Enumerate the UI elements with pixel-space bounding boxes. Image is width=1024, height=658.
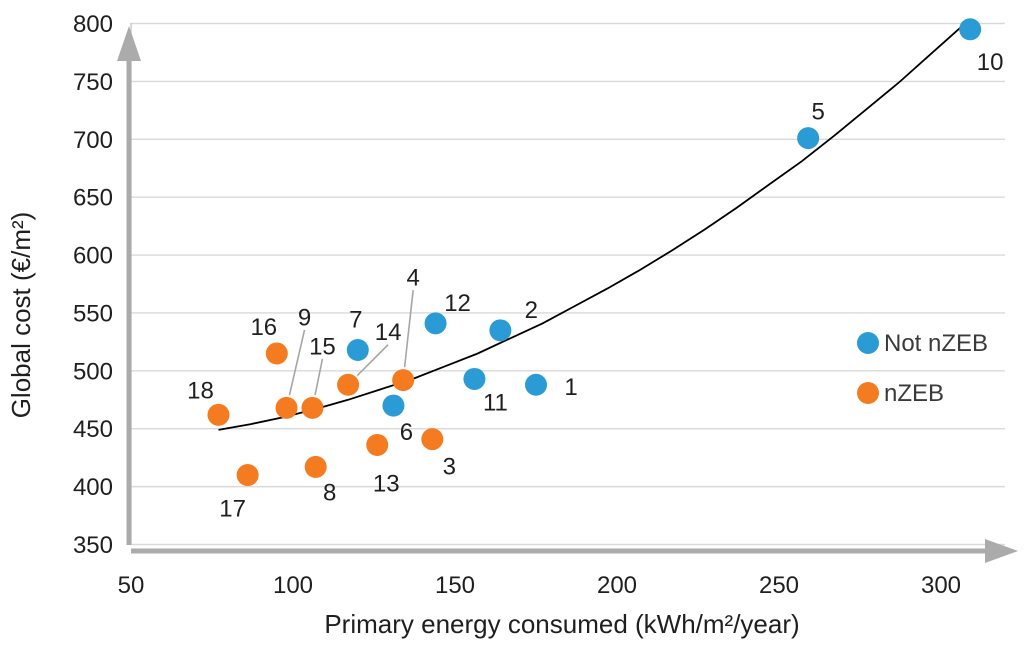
- point-10: [959, 18, 982, 41]
- point-label-2: 2: [525, 297, 538, 324]
- x-tick-250: 250: [759, 572, 799, 599]
- y-tick-350: 350: [73, 532, 113, 559]
- x-axis-tick-labels: 50 100 150 200 250 300: [118, 572, 961, 599]
- y-tick-400: 400: [73, 474, 113, 501]
- point-6: [382, 394, 405, 417]
- y-tick-800: 800: [73, 11, 113, 38]
- point-label-9: 9: [298, 304, 311, 331]
- point-label-12: 12: [444, 290, 471, 317]
- leader-line-4: [403, 290, 414, 368]
- y-axis-title: Global cost (€/m²): [6, 212, 36, 419]
- point-label-17: 17: [219, 496, 246, 523]
- y-axis-tick-labels: 350 400 450 500 550 600 650 700 750 800: [73, 11, 113, 559]
- y-axis-arrow: [117, 26, 141, 545]
- y-tick-500: 500: [73, 358, 113, 385]
- x-tick-200: 200: [597, 572, 637, 599]
- point-label-16: 16: [250, 314, 277, 341]
- point-15: [301, 396, 324, 419]
- legend-marker-nzeb: [857, 382, 879, 404]
- point-label-14: 14: [375, 319, 402, 346]
- point-12: [424, 312, 447, 335]
- point-2: [489, 319, 512, 342]
- point-3: [421, 428, 444, 451]
- x-tick-100: 100: [273, 572, 313, 599]
- point-4: [392, 369, 415, 392]
- leader-line-9: [288, 329, 306, 396]
- x-axis-arrow: [131, 539, 1018, 563]
- point-14: [337, 373, 360, 396]
- y-tick-750: 750: [73, 69, 113, 96]
- point-label-18: 18: [187, 377, 214, 404]
- leader-line-14: [356, 344, 389, 377]
- legend-marker-not-nzeb: [857, 332, 879, 354]
- y-tick-700: 700: [73, 127, 113, 154]
- y-tick-650: 650: [73, 185, 113, 212]
- point-8: [304, 455, 327, 478]
- gridlines: [131, 22, 1005, 546]
- point-5: [797, 127, 820, 150]
- y-tick-550: 550: [73, 300, 113, 327]
- legend-label-not-nzeb: Not nZEB: [884, 330, 988, 357]
- point-label-10: 10: [977, 49, 1004, 76]
- point-1: [525, 373, 547, 396]
- point-11: [463, 367, 486, 390]
- x-tick-150: 150: [435, 572, 475, 599]
- label-leader-lines: [288, 290, 414, 396]
- point-18: [207, 403, 230, 426]
- point-label-15: 15: [309, 333, 336, 360]
- point-7: [346, 338, 369, 361]
- legend-label-nzeb: nZEB: [884, 380, 944, 407]
- point-label-5: 5: [811, 99, 824, 126]
- point-13: [366, 433, 389, 456]
- trendline: [218, 24, 965, 431]
- y-tick-600: 600: [73, 243, 113, 270]
- point-17: [236, 464, 259, 487]
- x-tick-50: 50: [118, 572, 145, 599]
- point-label-6: 6: [400, 419, 413, 446]
- legend: Not nZEB nZEB: [857, 330, 988, 407]
- point-9: [275, 396, 298, 419]
- point-16: [265, 342, 288, 365]
- point-label-13: 13: [373, 470, 400, 497]
- point-label-11: 11: [483, 389, 508, 416]
- point-label-4: 4: [406, 265, 419, 292]
- point-label-3: 3: [443, 454, 456, 481]
- data-points: [207, 18, 982, 487]
- point-label-8: 8: [323, 479, 336, 506]
- leader-line-15: [314, 358, 324, 396]
- point-label-7: 7: [349, 306, 362, 333]
- x-tick-300: 300: [921, 572, 961, 599]
- y-tick-450: 450: [73, 416, 113, 443]
- x-axis-title: Primary energy consumed (kWh/m²/year): [324, 609, 799, 639]
- point-label-1: 1: [564, 374, 577, 401]
